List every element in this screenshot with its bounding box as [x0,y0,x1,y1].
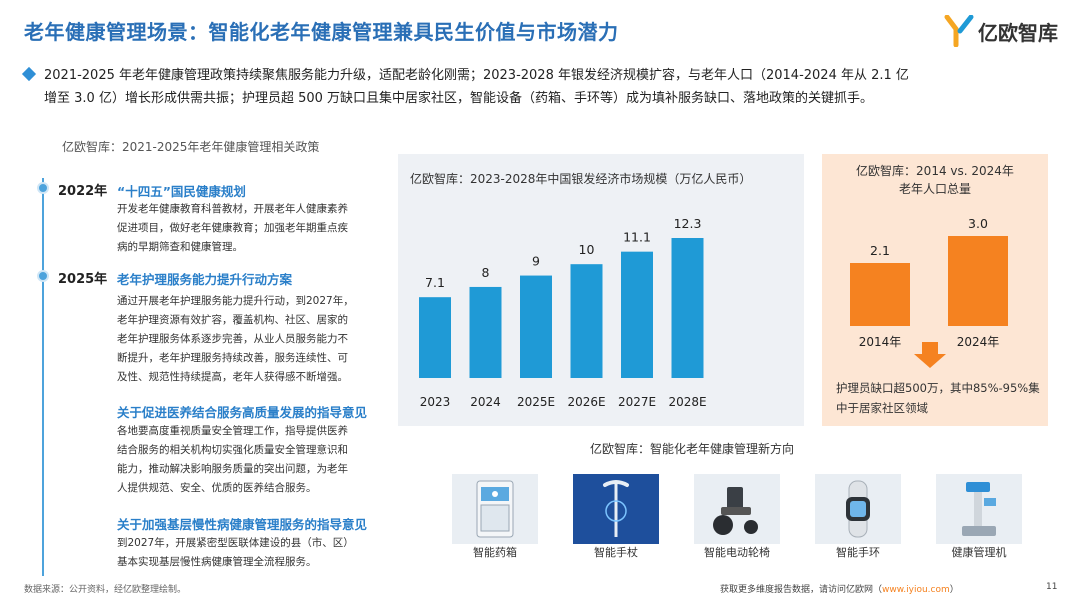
market-bar-value-label: 11.1 [623,230,651,245]
policy-title: 老年护理服务能力提升行动方案 [117,272,293,287]
policy-text-line: 促进项目，做好老年健康教育；加强老年期重点疾 [117,222,348,234]
device-label: 智能手杖 [594,546,638,559]
device-card: 智能手环 [815,474,901,560]
devices-caption: 亿欧智库：智能化老年健康管理新方向 [590,442,795,456]
smart-cane-icon [573,474,659,544]
policy-text-line: 人提供规范、安全、优质的医养结合服务。 [117,482,317,494]
policy-title: 关于促进医养结合服务高质量发展的指导意见 [117,405,368,420]
footer-link[interactable]: www.iyiou.com [882,585,950,595]
market-chart-title: 亿欧智库：2023-2028年中国银发经济市场规模（万亿人民币） [410,172,752,186]
market-bar-value-label: 12.3 [674,216,702,231]
footer-more-info: 获取更多维度报告数据，请访问亿欧网（www.iyiou.com） [720,582,959,595]
market-category-label: 2023 [420,395,451,409]
policy-year: 2022年 [58,184,108,199]
policy-title: 关于加强基层慢性病健康管理服务的指导意见 [117,517,368,532]
market-bar [621,251,653,378]
population-chart-title: 亿欧智库：2014 vs. 2024年 老年人口总量 [822,162,1048,198]
policy-text-line: 开发老年健康教育科普教材，开展老年人健康素养 [117,203,348,215]
market-bar-value-label: 8 [482,265,490,280]
population-category-label: 2024年 [957,335,1000,349]
policy-year: 2025年 [58,272,108,287]
policy-text-line: 病的早期筛查和健康管理。 [117,241,243,253]
policy-text-line: 及性、规范性持续提高，老年人获得感不断增强。 [117,371,348,383]
summary-line-2: 增至 3.0 亿）增长形成供需共振；护理员超 500 万缺口且集中居家社区，智能… [44,91,874,106]
health-kiosk-icon [936,474,1022,544]
device-card: 智能电动轮椅 [694,474,780,560]
device-label: 智能药箱 [473,546,517,559]
market-bar-value-label: 10 [579,242,595,257]
market-bar [520,275,552,378]
timeline-line [42,178,44,576]
policy-title: “十四五”国民健康规划 [117,184,246,199]
smart-band-icon [815,474,901,544]
market-bar [469,286,502,378]
summary: 2021-2025 年老年健康管理政策持续聚焦服务能力升级，适配老龄化刚需；20… [21,64,1056,110]
wheelchair-icon [694,474,780,544]
policy-text-line: 老年护理资源有效扩容，覆盖机构、社区、居家的 [117,314,348,326]
policy-text: 开发老年健康教育科普教材，开展老年人健康素养 促进项目，做好老年健康教育；加强老… [117,200,389,257]
device-card: 智能手杖 [573,474,659,560]
population-chart-title-line-1: 亿欧智库：2014 vs. 2024年 [856,164,1014,178]
policy-text-line: 结合服务的相关机构切实强化质量安全管理意识和 [117,444,348,456]
timeline-dot [37,270,49,282]
logo-icon [944,15,974,47]
policy-caption: 亿欧智库：2021-2025年老年健康管理相关政策 [62,140,320,154]
device-card: 健康管理机 [936,474,1022,560]
device-card: 智能药箱 [452,474,538,560]
policy-text-line: 断提升，老年护理服务持续改善，服务连续性、可 [117,352,348,364]
timeline-dot [37,182,49,194]
policy-text: 各地要高度重视质量安全管理工作，指导提供医养 结合服务的相关机构切实强化质量安全… [117,422,389,498]
footer-more-prefix: 获取更多维度报告数据，请访问亿欧网（ [720,585,883,595]
logo: 亿欧智库 [944,14,1058,48]
policy-text-line: 到2027年，开展紧密型医联体建设的县（市、区） [117,537,354,549]
caregiver-gap-note: 护理员缺口超500万，其中85%-95%集中于居家社区领域 [836,381,1040,415]
data-source-note: 数据来源：公开资料，经亿欧整理绘制。 [24,585,187,595]
market-size-bar-chart: 7.1 2023 8 2024 9 2025E 10 2026E 11.1 2027E 12.3 20… [419,216,707,409]
market-bar [419,297,451,378]
policy-text: 到2027年，开展紧密型医联体建设的县（市、区） 基本实现基层慢性病健康管理全流… [117,534,389,572]
population-bar [850,263,910,326]
market-category-label: 2025E [517,395,555,409]
population-category-label: 2014年 [859,335,902,349]
page-number: 11 [1046,582,1058,592]
market-category-label: 2026E [567,395,605,409]
market-category-label: 2027E [618,395,656,409]
market-category-label: 2024 [470,395,501,409]
market-bar [671,238,704,378]
population-bar-value-label: 2.1 [870,243,890,258]
summary-line-1: 2021-2025 年老年健康管理政策持续聚焦服务能力升级，适配老龄化刚需；20… [44,68,909,83]
down-arrow-icon [914,342,946,368]
market-bar-value-label: 9 [532,254,540,269]
policy-text-line: 基本实现基层慢性病健康管理全流程服务。 [117,556,317,568]
population-chart-title-line-2: 老年人口总量 [898,182,971,196]
diamond-bullet-icon [21,66,37,82]
policy-text: 通过开展老年护理服务能力提升行动，到2027年， 老年护理资源有效扩容，覆盖机构… [117,292,389,387]
market-bar-value-label: 7.1 [425,275,445,290]
device-label: 智能电动轮椅 [704,546,770,559]
elderly-population-panel: 亿欧智库：2014 vs. 2024年 老年人口总量 2.1 2014年 3.0 20… [822,154,1048,426]
policy-text-line: 通过开展老年护理服务能力提升行动，到2027年， [117,295,354,307]
population-bar [948,236,1008,326]
policy-text-line: 老年护理服务体系逐步完善，从业人员服务能力不 [117,333,348,345]
device-label: 健康管理机 [951,546,1007,559]
page-title: 老年健康管理场景：智能化老年健康管理兼具民生价值与市场潜力 [24,20,619,44]
market-size-chart-panel: 亿欧智库：2023-2028年中国银发经济市场规模（万亿人民币） 7.1 2023… [398,154,804,426]
market-category-label: 2028E [668,395,706,409]
policy-text-line: 能力，推动解决影响服务质量的突出问题，为老年 [117,463,348,475]
market-bar [570,264,603,378]
population-bar-chart: 2.1 2014年 3.0 2024年 [850,216,1008,368]
footer-more-suffix: ） [949,585,959,595]
medicine-cabinet-icon [452,474,538,544]
policy-text-line: 各地要高度重视质量安全管理工作，指导提供医养 [117,425,348,437]
device-label: 智能手环 [836,546,880,559]
logo-text: 亿欧智库 [978,20,1058,45]
population-bar-value-label: 3.0 [968,216,988,231]
